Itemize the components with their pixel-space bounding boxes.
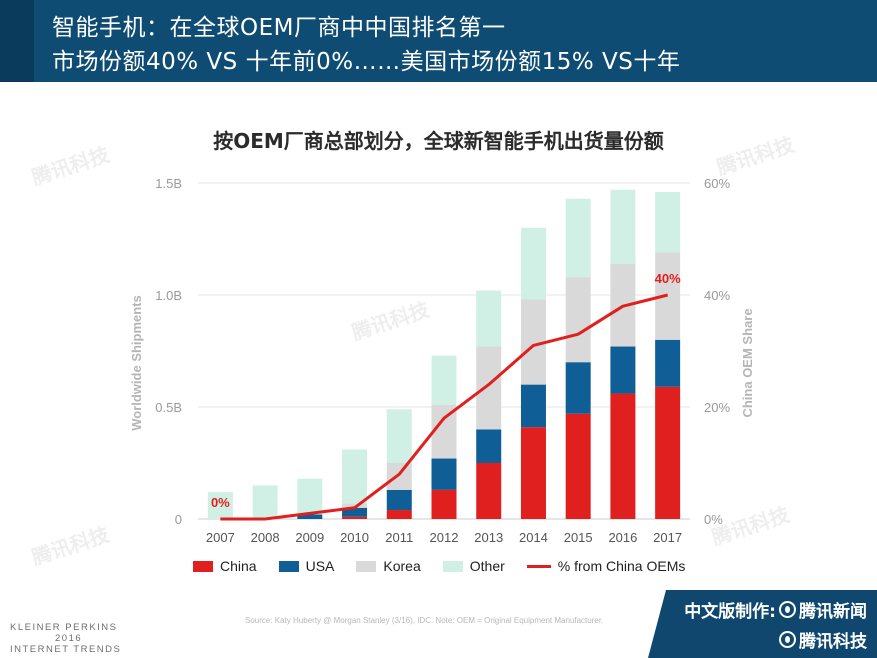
y-right-tick-label: 60% [704, 176, 730, 191]
legend-label: % from China OEMs [557, 558, 686, 574]
x-tick-label: 2015 [564, 530, 593, 545]
y-right-tick-label: 20% [704, 400, 730, 415]
bar-usa [297, 514, 323, 519]
y-tick-label: 0.5B [155, 400, 182, 415]
y-right-tick-label: 0% [704, 512, 723, 527]
bar-china [520, 427, 546, 519]
bar-china [565, 413, 591, 519]
bar-usa [386, 489, 412, 511]
legend-swatch [442, 560, 463, 572]
bar-usa [431, 458, 457, 490]
chart-legend: China USA Korea Other % from China OEMs [193, 558, 707, 574]
bar-china [386, 510, 412, 519]
bar-other [431, 355, 457, 405]
legend-line-swatch [526, 564, 551, 568]
bar-other [520, 227, 546, 300]
bar-china [342, 516, 368, 519]
y-right-axis-label: China OEM Share [740, 308, 755, 417]
y-tick-label: 0 [175, 512, 182, 527]
bar-korea [342, 503, 368, 508]
bar-china [655, 386, 681, 519]
brand-subtitle: INTERNET TRENDS [10, 644, 122, 655]
x-tick-label: 2011 [385, 530, 413, 545]
credit-org-tech: 腾讯科技 [799, 632, 867, 652]
x-tick-label: 2013 [474, 530, 503, 545]
x-tick-label: 2010 [340, 530, 369, 545]
bar-other [655, 191, 681, 253]
x-tick-label: 2012 [430, 530, 459, 545]
legend-item-china-share: % from China OEMs [526, 558, 686, 574]
bar-korea [565, 277, 591, 363]
credit-row-2: 腾讯科技 [776, 627, 867, 652]
credit-label: 中文版制作: [684, 602, 776, 622]
data-label-end: 40% [655, 271, 681, 286]
bar-other [342, 449, 368, 504]
kpcb-brand: KLEINER PERKINS 2016 INTERNET TRENDS [10, 622, 121, 655]
y-tick-label: 1.5B [155, 176, 182, 191]
credit-row-1: 中文版制作: 腾讯新闻 [684, 597, 867, 622]
bar-china [431, 489, 457, 519]
bar-usa [476, 429, 502, 463]
bar-other [386, 409, 412, 463]
legend-label: USA [305, 558, 335, 574]
x-tick-label: 2014 [519, 530, 548, 545]
headline-line-2: 市场份额40% VS 十年前0%……美国市场份额15% VS十年 [52, 49, 681, 75]
x-tick-label: 2008 [251, 530, 280, 545]
source-note: Source: Katy Huberty @ Morgan Stanley (3… [245, 616, 604, 625]
y-right-tick-label: 40% [704, 288, 730, 303]
bar-korea [476, 346, 502, 430]
bar-china [476, 463, 502, 519]
x-tick-label: 2007 [206, 530, 235, 545]
x-tick-label: 2016 [608, 530, 637, 545]
bar-usa [655, 339, 681, 387]
tencent-logo-icon [779, 631, 796, 648]
title-banner: 智能手机：在全球OEM厂商中中国排名第一 市场份额40% VS 十年前0%……美… [0, 0, 877, 82]
bar-usa [342, 507, 368, 517]
china-share-line [220, 293, 669, 521]
bar-other [476, 290, 502, 347]
legend-item-korea: Korea [356, 558, 421, 574]
legend-item-china: China [193, 558, 257, 574]
brand-year: 2016 [55, 633, 83, 644]
bar-china [610, 393, 636, 519]
credit-org-news: 腾讯新闻 [799, 602, 867, 622]
credit-banner: 中文版制作: 腾讯新闻 腾讯科技 [648, 590, 877, 658]
legend-label: Korea [383, 558, 421, 574]
chart-title: 按OEM厂商总部划分，全球新智能手机出货量份额 [213, 129, 664, 153]
y-axis-label: Worldwide Shipments [129, 295, 144, 431]
legend-swatch [278, 560, 299, 572]
legend-label: Other [469, 558, 505, 574]
legend-swatch [193, 560, 213, 572]
bar-usa [520, 384, 546, 428]
headline-line-1: 智能手机：在全球OEM厂商中中国排名第一 [52, 15, 506, 41]
banner-accent [0, 0, 34, 82]
bar-korea [386, 463, 412, 490]
y-tick-label: 1.0B [155, 288, 182, 303]
legend-item-usa: USA [278, 558, 335, 574]
tencent-logo-icon [779, 601, 796, 618]
bar-usa [610, 346, 636, 394]
bar-other [610, 189, 636, 264]
bar-other [565, 198, 591, 278]
legend-item-other: Other [442, 558, 505, 574]
bar-other [252, 485, 278, 519]
data-label-start: 0% [211, 495, 230, 510]
bar-usa [565, 362, 591, 414]
bar-other [207, 492, 233, 519]
brand-name: KLEINER PERKINS [10, 622, 118, 633]
x-tick-label: 2009 [295, 530, 324, 545]
x-tick-label: 2017 [653, 530, 682, 545]
legend-swatch [356, 560, 377, 572]
legend-label: China [220, 558, 257, 574]
bar-other [297, 478, 323, 515]
